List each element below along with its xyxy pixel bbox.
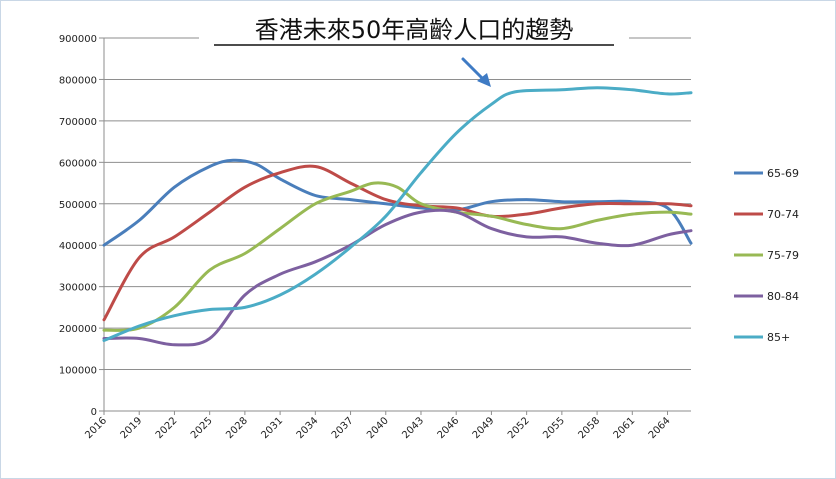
legend-label: 80-84 bbox=[767, 290, 799, 303]
legend-label: 65-69 bbox=[767, 167, 799, 180]
series-line-65-69 bbox=[102, 158, 693, 247]
y-tick-label: 400000 bbox=[59, 241, 97, 252]
x-tick-label: 2037 bbox=[330, 415, 356, 441]
x-tick-label: 2049 bbox=[471, 415, 497, 441]
annotation-arrow-icon bbox=[461, 57, 491, 87]
series-line-85+ bbox=[102, 86, 693, 342]
x-tick-label: 2061 bbox=[612, 415, 638, 441]
y-tick-label: 200000 bbox=[59, 324, 97, 335]
x-tick-label: 2031 bbox=[259, 415, 285, 441]
y-tick-label: 0 bbox=[91, 407, 97, 418]
series-lines bbox=[102, 86, 693, 347]
x-tick-label: 2055 bbox=[541, 415, 567, 441]
x-tick-label: 2025 bbox=[189, 415, 215, 441]
x-tick-label: 2064 bbox=[647, 415, 673, 441]
x-tick-label: 2058 bbox=[576, 415, 602, 441]
chart-title: 香港未來50年高齡人口的趨勢 bbox=[255, 16, 574, 44]
y-tick-label: 800000 bbox=[59, 75, 97, 86]
x-tick-label: 2043 bbox=[400, 415, 426, 441]
series-line-75-79 bbox=[102, 181, 693, 332]
y-tick-label: 300000 bbox=[59, 283, 97, 294]
x-tick-label: 2019 bbox=[119, 415, 145, 441]
x-tick-label: 2046 bbox=[436, 415, 462, 441]
y-tick-label: 100000 bbox=[59, 366, 97, 377]
series-line-80-84 bbox=[102, 208, 693, 347]
x-tick-label: 2034 bbox=[295, 415, 321, 441]
axes bbox=[103, 38, 691, 412]
x-tick-label: 2052 bbox=[506, 415, 532, 441]
x-tick-label: 2028 bbox=[224, 415, 250, 441]
y-tick-label: 600000 bbox=[59, 158, 97, 169]
title-background bbox=[199, 11, 629, 47]
y-tick-label: 700000 bbox=[59, 117, 97, 128]
x-tick-label: 2016 bbox=[83, 415, 109, 441]
legend-label: 85+ bbox=[767, 331, 790, 344]
legend-label: 70-74 bbox=[767, 208, 799, 221]
y-axis-ticks: 0 100000 200000 300000 400000 500000 600000 700… bbox=[59, 34, 104, 418]
legend-label: 75-79 bbox=[767, 249, 799, 262]
x-tick-label: 2040 bbox=[365, 415, 391, 441]
y-tick-label: 500000 bbox=[59, 200, 97, 211]
x-axis-ticks: 2016 2019 2022 2025 2028 2031 2034 2037 2040 2043… bbox=[83, 411, 673, 441]
series-line-70-74 bbox=[102, 164, 693, 322]
x-tick-label: 2022 bbox=[154, 415, 180, 441]
legend: 65-69 70-74 75-79 80-84 85+ bbox=[734, 167, 799, 344]
y-tick-label: 900000 bbox=[59, 34, 97, 45]
